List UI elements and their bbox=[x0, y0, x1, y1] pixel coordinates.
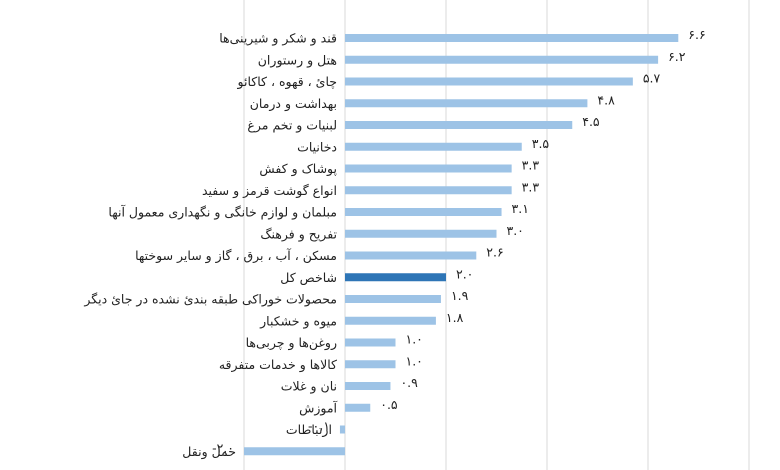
value-label: ۱.۰ bbox=[406, 353, 423, 368]
value-label: ۳.۳ bbox=[522, 179, 540, 194]
bar bbox=[345, 229, 497, 238]
bar bbox=[345, 360, 396, 369]
category-label: ارتباطات bbox=[286, 422, 332, 438]
value-label: ۶.۶ bbox=[688, 27, 705, 42]
category-label: چائ ، قهوه ، کاکائو bbox=[237, 74, 337, 90]
value-label: ۱.۰ bbox=[406, 332, 423, 347]
value-label: -۲.۰ bbox=[212, 440, 234, 455]
bar bbox=[345, 164, 512, 173]
category-label: بهداشت و درمان bbox=[250, 96, 337, 112]
value-label: -۰.۱ bbox=[308, 419, 330, 434]
category-label: انواع گوشت قرمز و سفید bbox=[202, 183, 337, 199]
category-label: پوشاک و کفش bbox=[259, 161, 337, 177]
bar bbox=[345, 77, 633, 86]
category-label: حمل ونقل bbox=[182, 444, 236, 460]
bar bbox=[345, 382, 391, 390]
bar bbox=[345, 208, 502, 216]
bar bbox=[345, 251, 477, 260]
value-label: ۳.۱ bbox=[512, 201, 529, 216]
bar bbox=[345, 142, 522, 151]
category-label: شاخص کل bbox=[280, 270, 337, 286]
value-label: ۴.۵ bbox=[582, 114, 600, 129]
category-label: مسکن ، آب ، برق ، گاز و سایر سوختها bbox=[135, 248, 337, 264]
bar bbox=[345, 338, 396, 347]
bar bbox=[345, 55, 659, 64]
bar bbox=[345, 186, 512, 195]
bars bbox=[244, 34, 679, 456]
value-label: ۲.۰ bbox=[456, 266, 473, 281]
labels: قند و شکر و شیرینی‌ها ۶.۶ هتل و رستوران ۶.۲… bbox=[83, 27, 705, 460]
category-label: نان و غلات bbox=[281, 379, 337, 395]
value-label: ۳.۵ bbox=[532, 136, 550, 151]
category-label: دخانیات bbox=[297, 139, 337, 154]
category-label: آموزش bbox=[299, 400, 337, 416]
value-label: ۳.۰ bbox=[507, 223, 524, 238]
value-label: ۱.۹ bbox=[451, 288, 469, 303]
bar bbox=[345, 99, 588, 108]
category-label: تفریح و فرهنگ bbox=[260, 226, 337, 242]
category-label: محصولات خوراکی طبقه بندئ نشده در جائ دیگ… bbox=[83, 292, 337, 308]
category-label: میوه و خشکبار bbox=[259, 313, 337, 329]
value-label: ۰.۵ bbox=[380, 397, 398, 412]
value-label: ۶.۲ bbox=[668, 49, 686, 64]
value-label: ۱.۸ bbox=[446, 310, 464, 325]
bar bbox=[339, 425, 345, 434]
category-label: هتل و رستوران bbox=[258, 52, 337, 68]
value-label: ۳.۳ bbox=[522, 158, 540, 173]
bar bbox=[345, 34, 679, 42]
category-label: مبلمان و لوازم خانگی و نگهداری معمول آنه… bbox=[108, 205, 337, 221]
category-label: قند و شکر و شیرینی‌ها bbox=[219, 31, 337, 47]
bar bbox=[345, 316, 436, 325]
value-label: ۰.۹ bbox=[400, 375, 418, 390]
category-label: لبنیات و تخم مرغ bbox=[247, 118, 337, 134]
value-label: ۴.۸ bbox=[597, 92, 615, 107]
value-label: ۵.۷ bbox=[643, 71, 661, 86]
bar bbox=[345, 273, 446, 282]
category-label: روغن‌ها و چربی‌ها bbox=[246, 335, 337, 351]
bar bbox=[345, 121, 573, 129]
value-label: ۲.۶ bbox=[486, 245, 503, 260]
bar bbox=[345, 295, 441, 303]
bar bbox=[345, 403, 371, 412]
category-label: کالاها و خدمات متفرقه bbox=[219, 357, 337, 373]
bar bbox=[244, 447, 345, 456]
